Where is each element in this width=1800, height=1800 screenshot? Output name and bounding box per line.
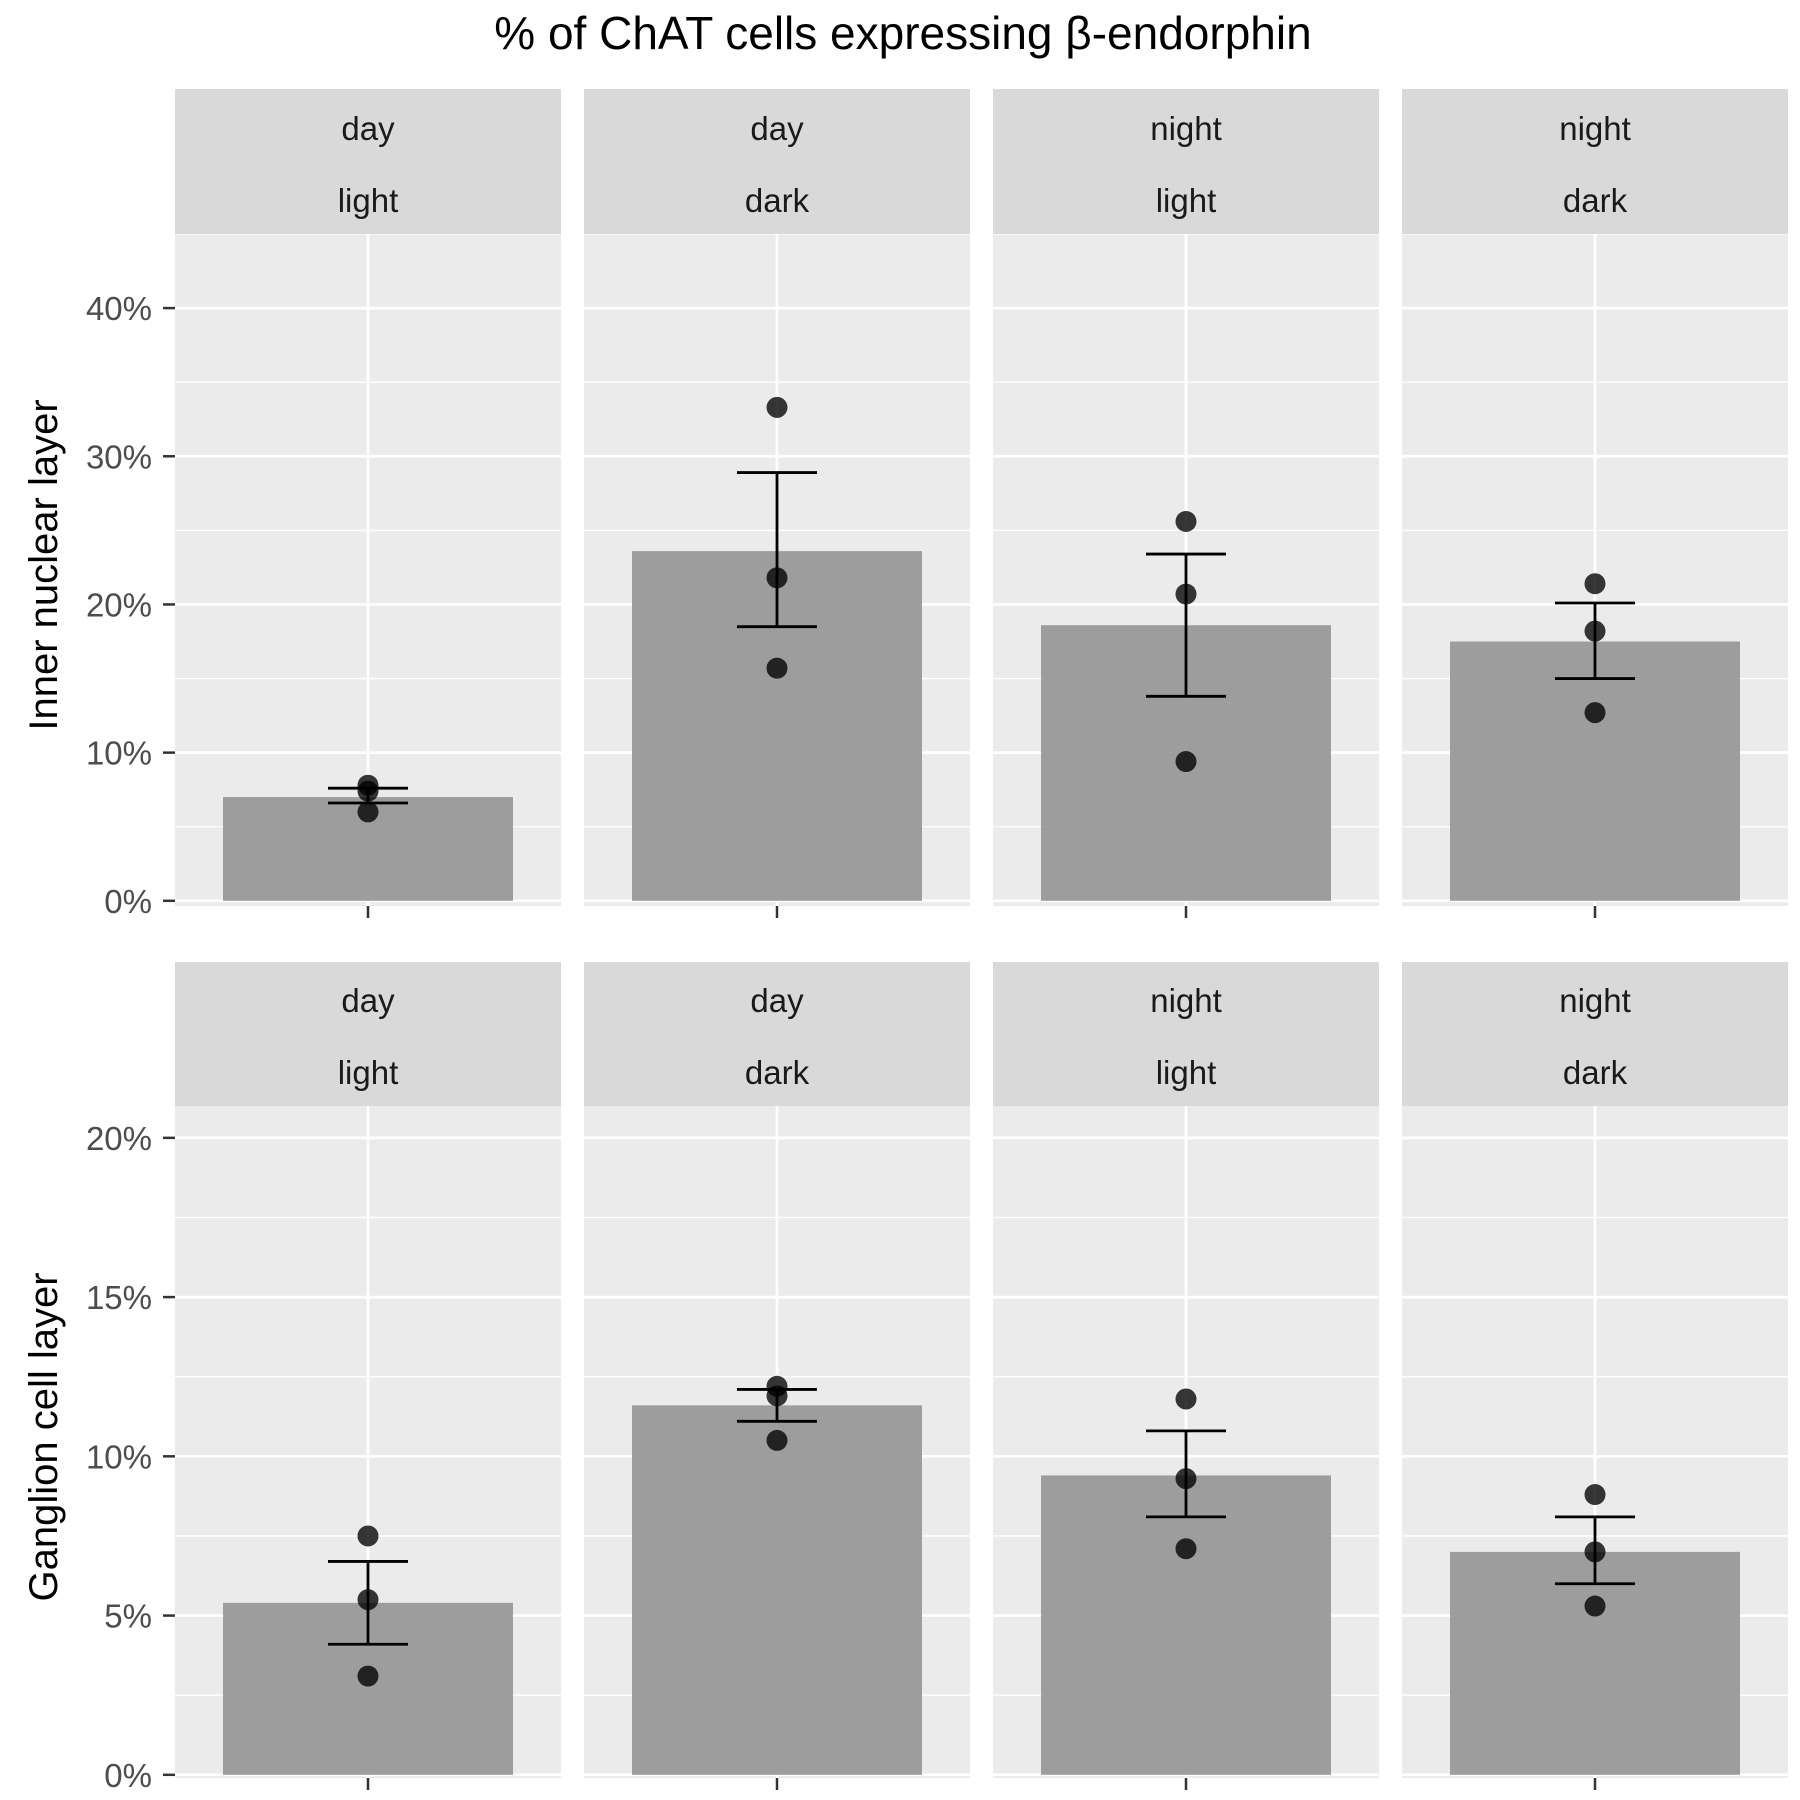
- facet-strip-r0-c3: [1402, 89, 1788, 234]
- bar-r1-c1: [632, 1405, 922, 1775]
- data-point-r1-c1-0: [766, 1429, 788, 1451]
- error-bar-r1-c3: [1555, 1515, 1635, 1586]
- error-bar-r0-c3: [1555, 601, 1635, 680]
- facet-label-bottom-r0-c1: dark: [745, 182, 810, 219]
- facet-label-bottom-r1-c3: dark: [1563, 1054, 1628, 1091]
- facet-strip-r0-c1: [584, 89, 970, 234]
- y-tick-label-r0-0: 0%: [104, 883, 152, 920]
- facet-label-top-r1-c1: day: [750, 982, 804, 1019]
- error-bar-r1-c2: [1146, 1429, 1226, 1519]
- facet-strip-r1-c0: [175, 962, 561, 1106]
- facet-label-bottom-r1-c2: light: [1156, 1054, 1217, 1091]
- bar-r0-c3: [1450, 641, 1740, 901]
- error-bar-r1-c1: [737, 1388, 817, 1423]
- data-point-r1-c0-2: [357, 1525, 379, 1547]
- y-axis-title-r1: Ganglion cell layer: [22, 1272, 66, 1601]
- facet-strip-r1-c3: [1402, 962, 1788, 1106]
- facet-label-bottom-r1-c0: light: [338, 1054, 399, 1091]
- data-point-r1-c0-0: [357, 1665, 379, 1687]
- y-tick-label-r1-0: 0%: [104, 1757, 152, 1794]
- error-bar-r1-c0: [328, 1560, 408, 1646]
- data-point-r1-c2-2: [1175, 1388, 1197, 1410]
- facet-strip-r1-c2: [993, 962, 1379, 1106]
- bar-r1-c3: [1450, 1551, 1740, 1775]
- y-tick-label-r1-3: 15%: [86, 1279, 152, 1316]
- facet-label-top-r1-c3: night: [1559, 982, 1631, 1019]
- y-axis-title-r0: Inner nuclear layer: [22, 399, 66, 730]
- facet-strip-r0-c0: [175, 89, 561, 234]
- plot-area: day light day dark night light night dark 0% 10% 2…: [22, 89, 1788, 1794]
- facet-label-bottom-r0-c3: dark: [1563, 182, 1628, 219]
- bar-r1-c2: [1041, 1475, 1331, 1775]
- y-tick-label-r1-4: 20%: [86, 1120, 152, 1157]
- y-tick-label-r1-1: 5%: [104, 1598, 152, 1635]
- facet-strip-r0-c2: [993, 89, 1379, 234]
- data-point-r0-c1-0: [766, 657, 788, 679]
- y-tick-label-r0-3: 30%: [86, 438, 152, 475]
- facet-label-top-r1-c2: night: [1150, 982, 1222, 1019]
- error-bar-r0-c1: [737, 471, 817, 629]
- data-point-r0-c1-2: [766, 396, 788, 418]
- y-tick-label-r0-1: 10%: [86, 735, 152, 772]
- data-point-r0-c2-0: [1175, 751, 1197, 773]
- facet-label-top-r1-c0: day: [341, 982, 395, 1019]
- y-tick-label-r0-2: 20%: [86, 586, 152, 623]
- error-bar-r0-c0: [328, 786, 408, 805]
- data-point-r1-c3-2: [1584, 1484, 1606, 1506]
- data-point-r0-c0-2: [357, 774, 379, 796]
- y-tick-label-r1-2: 10%: [86, 1438, 152, 1475]
- data-point-r1-c3-0: [1584, 1595, 1606, 1617]
- data-point-r0-c3-2: [1584, 573, 1606, 595]
- data-point-r0-c0-0: [357, 801, 379, 823]
- facet-strip-r1-c1: [584, 962, 970, 1106]
- facet-label-top-r0-c3: night: [1559, 110, 1631, 147]
- data-point-r1-c2-0: [1175, 1538, 1197, 1560]
- facet-label-top-r0-c2: night: [1150, 110, 1222, 147]
- y-tick-label-r0-4: 40%: [86, 290, 152, 327]
- facet-label-bottom-r0-c2: light: [1156, 182, 1217, 219]
- chart-title: % of ChAT cells expressing β-endorphin: [494, 7, 1311, 59]
- facet-label-bottom-r0-c0: light: [338, 182, 399, 219]
- data-point-r1-c1-2: [766, 1375, 788, 1397]
- facet-label-top-r0-c1: day: [750, 110, 804, 147]
- facet-label-top-r0-c0: day: [341, 110, 395, 147]
- facet-label-bottom-r1-c1: dark: [745, 1054, 810, 1091]
- data-point-r0-c3-0: [1584, 702, 1606, 724]
- data-point-r0-c2-2: [1175, 510, 1197, 532]
- error-bar-r0-c2: [1146, 552, 1226, 698]
